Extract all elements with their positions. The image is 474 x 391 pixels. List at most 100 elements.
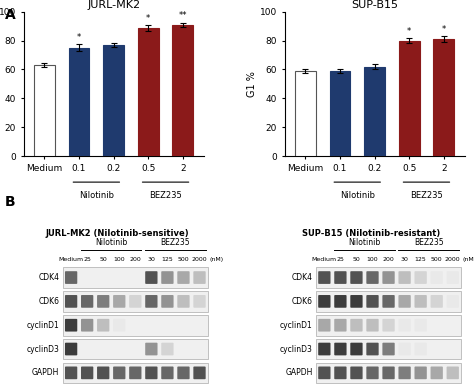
Text: cyclinD1: cyclinD1 <box>280 321 312 330</box>
Text: 100: 100 <box>367 257 378 262</box>
FancyBboxPatch shape <box>97 366 109 379</box>
Text: (nM): (nM) <box>463 257 474 262</box>
FancyBboxPatch shape <box>399 366 411 379</box>
FancyBboxPatch shape <box>366 343 379 355</box>
Bar <box>138 28 159 156</box>
Text: Medium: Medium <box>59 257 84 262</box>
FancyBboxPatch shape <box>318 319 330 332</box>
Text: cyclinD3: cyclinD3 <box>27 344 59 353</box>
FancyBboxPatch shape <box>430 366 443 379</box>
Text: 125: 125 <box>415 257 427 262</box>
FancyBboxPatch shape <box>334 295 346 308</box>
FancyBboxPatch shape <box>63 339 208 359</box>
FancyBboxPatch shape <box>414 343 427 355</box>
FancyBboxPatch shape <box>414 271 427 284</box>
FancyBboxPatch shape <box>63 362 208 383</box>
FancyBboxPatch shape <box>383 271 395 284</box>
Bar <box>103 45 124 156</box>
FancyBboxPatch shape <box>177 366 190 379</box>
FancyBboxPatch shape <box>129 295 141 308</box>
FancyBboxPatch shape <box>316 339 461 359</box>
FancyBboxPatch shape <box>177 271 190 284</box>
FancyBboxPatch shape <box>350 366 363 379</box>
FancyBboxPatch shape <box>65 295 77 308</box>
FancyBboxPatch shape <box>414 319 427 332</box>
Text: SUP-B15 (Nilotinib-resistant): SUP-B15 (Nilotinib-resistant) <box>301 229 440 238</box>
Text: 30: 30 <box>401 257 409 262</box>
Text: BEZ235: BEZ235 <box>149 191 182 200</box>
FancyBboxPatch shape <box>193 295 206 308</box>
FancyBboxPatch shape <box>447 295 459 308</box>
FancyBboxPatch shape <box>334 319 346 332</box>
Text: BEZ235: BEZ235 <box>410 191 443 200</box>
FancyBboxPatch shape <box>366 295 379 308</box>
Text: cyclinD1: cyclinD1 <box>27 321 59 330</box>
Text: 25: 25 <box>337 257 344 262</box>
FancyBboxPatch shape <box>129 366 141 379</box>
FancyBboxPatch shape <box>193 366 206 379</box>
FancyBboxPatch shape <box>316 315 461 335</box>
Bar <box>364 66 385 156</box>
FancyBboxPatch shape <box>193 271 206 284</box>
Text: 125: 125 <box>162 257 173 262</box>
Text: Nilotinib: Nilotinib <box>340 191 375 200</box>
Title: JURL-MK2: JURL-MK2 <box>87 0 140 9</box>
FancyBboxPatch shape <box>399 319 411 332</box>
Text: *: * <box>407 27 411 36</box>
Text: JURL-MK2 (Nilotinib-sensitive): JURL-MK2 (Nilotinib-sensitive) <box>46 229 189 238</box>
FancyBboxPatch shape <box>145 271 157 284</box>
FancyBboxPatch shape <box>350 295 363 308</box>
FancyBboxPatch shape <box>113 366 126 379</box>
Text: *: * <box>77 33 81 42</box>
FancyBboxPatch shape <box>318 295 330 308</box>
Text: CDK6: CDK6 <box>38 297 59 306</box>
Y-axis label: G1 %: G1 % <box>247 71 257 97</box>
FancyBboxPatch shape <box>65 366 77 379</box>
FancyBboxPatch shape <box>161 271 173 284</box>
Text: CDK4: CDK4 <box>292 273 312 282</box>
FancyBboxPatch shape <box>334 343 346 355</box>
Text: *: * <box>146 14 150 23</box>
FancyBboxPatch shape <box>318 366 330 379</box>
Text: *: * <box>442 25 446 34</box>
Bar <box>34 65 55 156</box>
FancyBboxPatch shape <box>145 366 157 379</box>
FancyBboxPatch shape <box>334 366 346 379</box>
Text: Nilotinib: Nilotinib <box>79 191 114 200</box>
Bar <box>329 71 350 156</box>
Text: Nilotinib: Nilotinib <box>95 238 128 247</box>
FancyBboxPatch shape <box>414 295 427 308</box>
FancyBboxPatch shape <box>414 366 427 379</box>
FancyBboxPatch shape <box>318 271 330 284</box>
FancyBboxPatch shape <box>366 319 379 332</box>
FancyBboxPatch shape <box>161 343 173 355</box>
FancyBboxPatch shape <box>63 291 208 312</box>
Text: (nM): (nM) <box>210 257 224 262</box>
Text: 30: 30 <box>147 257 155 262</box>
FancyBboxPatch shape <box>161 295 173 308</box>
FancyBboxPatch shape <box>447 271 459 284</box>
FancyBboxPatch shape <box>177 295 190 308</box>
FancyBboxPatch shape <box>97 295 109 308</box>
FancyBboxPatch shape <box>399 343 411 355</box>
FancyBboxPatch shape <box>63 315 208 335</box>
FancyBboxPatch shape <box>316 291 461 312</box>
Text: 50: 50 <box>100 257 107 262</box>
FancyBboxPatch shape <box>81 319 93 332</box>
FancyBboxPatch shape <box>318 343 330 355</box>
FancyBboxPatch shape <box>350 343 363 355</box>
FancyBboxPatch shape <box>145 295 157 308</box>
FancyBboxPatch shape <box>350 271 363 284</box>
Text: Nilotinib: Nilotinib <box>348 238 381 247</box>
FancyBboxPatch shape <box>113 319 126 332</box>
Text: A: A <box>5 8 16 22</box>
Text: 25: 25 <box>83 257 91 262</box>
FancyBboxPatch shape <box>145 343 157 355</box>
FancyBboxPatch shape <box>316 362 461 383</box>
Text: 500: 500 <box>178 257 189 262</box>
FancyBboxPatch shape <box>366 366 379 379</box>
Bar <box>399 41 419 156</box>
FancyBboxPatch shape <box>65 319 77 332</box>
FancyBboxPatch shape <box>81 295 93 308</box>
Text: CDK6: CDK6 <box>292 297 312 306</box>
